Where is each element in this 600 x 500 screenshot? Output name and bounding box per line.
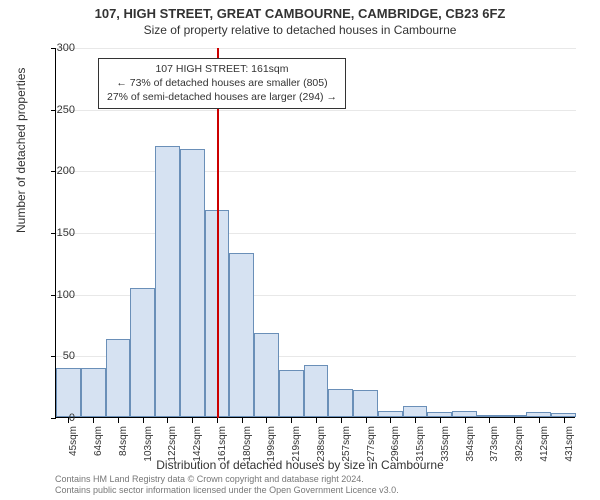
histogram-bar	[304, 365, 329, 417]
histogram-bar	[106, 339, 131, 417]
x-tick-mark	[564, 418, 565, 423]
x-tick-mark	[242, 418, 243, 423]
histogram-bar	[353, 390, 378, 417]
x-tick-mark	[465, 418, 466, 423]
x-tick-mark	[415, 418, 416, 423]
x-tick-mark	[118, 418, 119, 423]
y-axis-label: Number of detached properties	[14, 68, 28, 233]
histogram-bar	[130, 288, 155, 418]
y-tick-label: 100	[45, 289, 75, 301]
y-tick-label: 250	[45, 104, 75, 116]
x-tick-mark	[291, 418, 292, 423]
histogram-bar	[551, 413, 576, 417]
x-axis-label: Distribution of detached houses by size …	[0, 458, 600, 472]
histogram-bar	[378, 411, 403, 417]
histogram-bar	[452, 411, 477, 417]
histogram-bar	[180, 149, 205, 417]
x-tick-mark	[217, 418, 218, 423]
gridline	[56, 110, 576, 111]
x-tick-mark	[489, 418, 490, 423]
gridline	[56, 48, 576, 49]
histogram-bar	[229, 253, 254, 417]
plot-area: 45sqm64sqm84sqm103sqm122sqm142sqm161sqm1…	[55, 48, 575, 418]
footer-line-2: Contains public sector information licen…	[55, 485, 399, 496]
x-tick-mark	[514, 418, 515, 423]
x-tick-mark	[440, 418, 441, 423]
x-tick-mark	[539, 418, 540, 423]
x-tick-mark	[266, 418, 267, 423]
histogram-bar	[81, 368, 106, 417]
annotation-box: 107 HIGH STREET: 161sqm← 73% of detached…	[98, 58, 346, 109]
histogram-bar	[328, 389, 353, 417]
page-title: 107, HIGH STREET, GREAT CAMBOURNE, CAMBR…	[0, 0, 600, 21]
x-tick-mark	[390, 418, 391, 423]
histogram-bar	[403, 406, 428, 417]
gridline	[56, 233, 576, 234]
footer-attribution: Contains HM Land Registry data © Crown c…	[55, 474, 399, 496]
x-tick-mark	[167, 418, 168, 423]
histogram-chart: 45sqm64sqm84sqm103sqm122sqm142sqm161sqm1…	[55, 48, 575, 418]
histogram-bar	[279, 370, 304, 417]
y-tick-label: 150	[45, 227, 75, 239]
histogram-bar	[477, 415, 502, 417]
gridline	[56, 171, 576, 172]
histogram-bar	[427, 412, 452, 417]
x-tick-mark	[192, 418, 193, 423]
x-tick-mark	[341, 418, 342, 423]
histogram-bar	[56, 368, 81, 417]
annotation-line: 107 HIGH STREET: 161sqm	[107, 62, 337, 76]
histogram-bar	[254, 333, 279, 417]
x-tick-mark	[93, 418, 94, 423]
x-tick-mark	[143, 418, 144, 423]
y-tick-label: 200	[45, 165, 75, 177]
y-tick-label: 50	[45, 350, 75, 362]
x-tick-mark	[366, 418, 367, 423]
y-tick-label: 300	[45, 42, 75, 54]
histogram-bar	[502, 415, 527, 417]
histogram-bar	[155, 146, 180, 417]
page-subtitle: Size of property relative to detached ho…	[0, 21, 600, 37]
footer-line-1: Contains HM Land Registry data © Crown c…	[55, 474, 399, 485]
annotation-line: 27% of semi-detached houses are larger (…	[107, 90, 337, 104]
y-tick-label: 0	[45, 412, 75, 424]
x-tick-mark	[316, 418, 317, 423]
annotation-line: ← 73% of detached houses are smaller (80…	[107, 76, 337, 90]
histogram-bar	[526, 412, 551, 417]
